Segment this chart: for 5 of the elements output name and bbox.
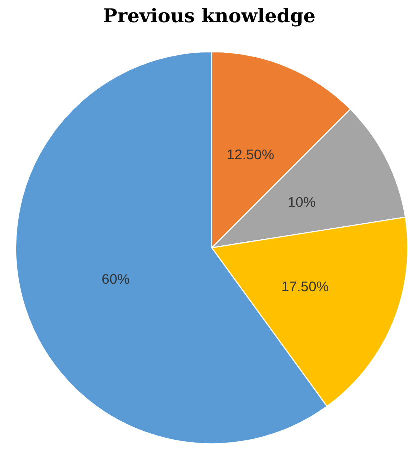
data-label: 10%	[288, 194, 316, 210]
data-label: 17.50%	[282, 278, 330, 295]
data-label: 60%	[102, 271, 130, 288]
data-label: 12.50%	[226, 146, 274, 163]
chart-title: Previous knowledge	[103, 6, 316, 28]
